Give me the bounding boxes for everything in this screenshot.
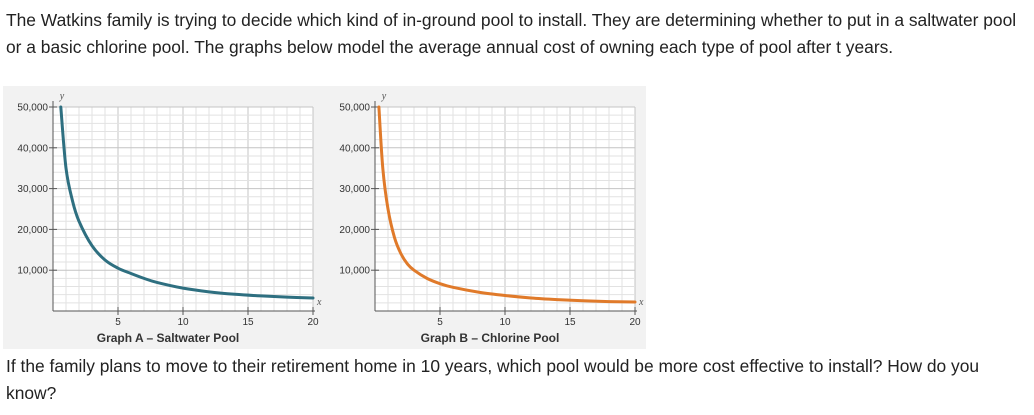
- chart-caption: Graph A – Saltwater Pool: [97, 331, 239, 345]
- data-curve: [59, 105, 315, 300]
- chart-chlorine: 10,000 20,000 30,000 40,000 50,000 5 10 15 20 y x G…: [339, 91, 644, 345]
- y-tick-label: 50,000: [339, 103, 370, 114]
- y-tick-label: 30,000: [339, 184, 370, 195]
- y-axis-variable-label: y: [381, 91, 387, 102]
- y-tick-label: 30,000: [17, 184, 48, 195]
- question-paragraph: If the family plans to move to their ret…: [6, 356, 980, 403]
- x-tick-label: 15: [564, 317, 576, 328]
- chart-saltwater: 10,000 20,000 30,000 40,000 50,000 5 10 15 20 y x G…: [17, 91, 322, 345]
- y-tick-label: 40,000: [17, 143, 48, 154]
- x-tick-label: 20: [307, 317, 319, 328]
- y-tick-label: 50,000: [17, 103, 48, 114]
- y-tick-label: 10,000: [339, 266, 370, 277]
- x-tick-label: 15: [242, 317, 254, 328]
- x-tick-label: 5: [437, 317, 443, 328]
- intro-paragraph: The Watkins family is trying to decide w…: [6, 10, 1017, 57]
- x-axis-variable-label: x: [316, 297, 322, 308]
- y-tick-label: 20,000: [339, 225, 370, 236]
- y-tick-label: 10,000: [17, 266, 48, 277]
- x-tick-label: 20: [629, 317, 641, 328]
- data-curve: [377, 105, 637, 304]
- y-tick-label: 40,000: [339, 143, 370, 154]
- x-axis-variable-label: x: [638, 297, 644, 308]
- y-tick-label: 20,000: [17, 225, 48, 236]
- chart-caption: Graph B – Chlorine Pool: [421, 331, 560, 345]
- x-tick-label: 10: [499, 317, 511, 328]
- x-tick-label: 5: [115, 317, 121, 328]
- x-tick-label: 10: [177, 317, 189, 328]
- y-axis-variable-label: y: [59, 91, 65, 102]
